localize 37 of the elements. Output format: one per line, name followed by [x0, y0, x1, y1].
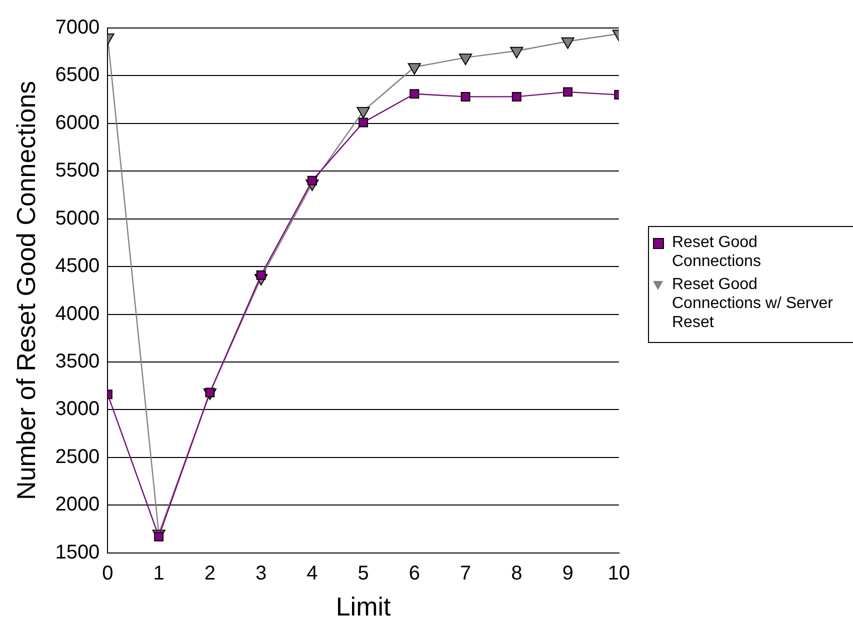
point — [410, 89, 420, 99]
y-tick-label: 6500 — [55, 64, 100, 86]
x-tick-label: 9 — [562, 562, 574, 584]
y-axis-title: Number of Reset Good Connections — [10, 80, 41, 500]
point — [512, 92, 522, 102]
point — [510, 46, 524, 58]
y-tick-label: 2000 — [55, 494, 100, 516]
y-tick-label: 3500 — [55, 350, 100, 372]
y-tick-label: 3000 — [55, 398, 100, 420]
y-tick-label: 1500 — [55, 541, 100, 564]
y-tick-label: 7000 — [55, 16, 100, 39]
point — [408, 63, 421, 75]
x-tick-label: 1 — [153, 562, 164, 584]
y-tick-label: 6000 — [55, 112, 100, 134]
point — [460, 92, 470, 102]
x-tick-label: 7 — [460, 562, 472, 584]
x-axis-title: Limit — [336, 592, 392, 622]
point — [561, 37, 574, 49]
x-tick-label: 0 — [102, 562, 114, 584]
legend-label: Reset Good Connections w/ Server Reset — [672, 275, 834, 332]
y-tick-label: 5500 — [55, 160, 100, 182]
point — [563, 87, 572, 97]
x-tick-label: 5 — [358, 562, 369, 584]
y-tick-label: 5000 — [55, 207, 100, 230]
point — [356, 107, 370, 119]
x-tick-label: 2 — [204, 562, 216, 584]
x-tick-label: 4 — [306, 562, 318, 584]
x-tick-label: 3 — [255, 562, 267, 584]
y-tick-label: 2500 — [55, 446, 100, 468]
legend-label: Reset Good Connections — [672, 233, 762, 271]
point — [458, 54, 472, 66]
x-tick-label: 6 — [408, 562, 420, 584]
x-tick-label: 10 — [608, 562, 630, 584]
point — [358, 118, 368, 128]
x-tick-label: 8 — [511, 562, 522, 584]
y-tick-label: 4500 — [55, 255, 100, 278]
y-tick-label: 4000 — [55, 302, 100, 325]
